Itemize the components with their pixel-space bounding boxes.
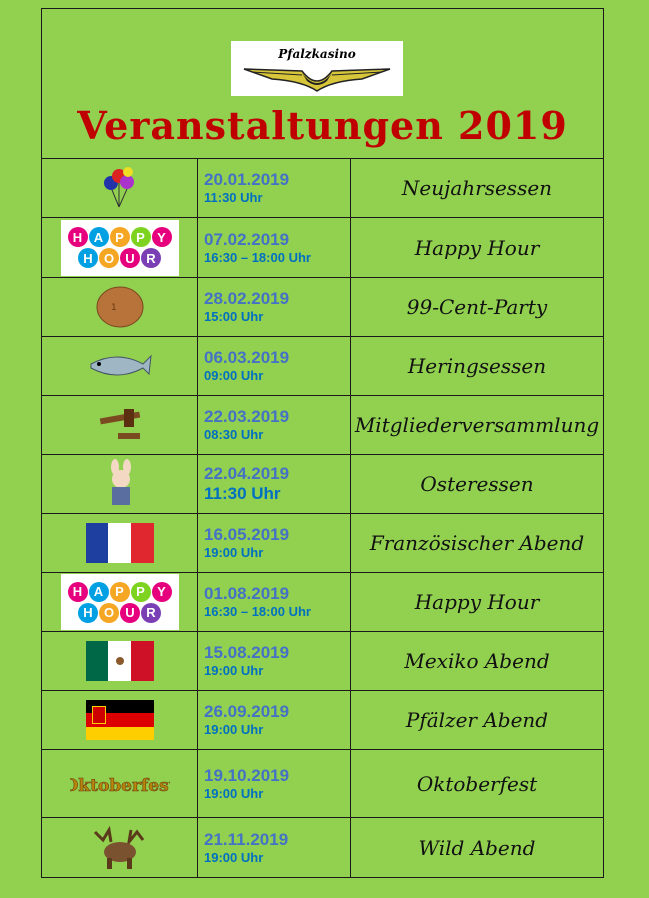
happy-hour-letter: U [120,248,140,268]
event-name: Pfälzer Abend [405,708,549,732]
happy-hour-letter: P [130,581,151,602]
event-time: 09:00 Uhr [204,368,264,383]
moose-icon [42,818,198,877]
event-datetime: 26.09.2019 19:00 Uhr [198,691,351,749]
wings-icon [243,68,391,92]
happy-hour-letter: O [99,248,119,268]
cent-coin-icon: 1 [42,278,198,336]
event-datetime: 21.11.2019 19:00 Uhr [198,818,351,877]
event-name: 99-Cent-Party [406,295,548,319]
oktoberfest-icon: Oktoberfest [42,750,198,817]
event-time: 19:00 Uhr [204,785,264,801]
event-datetime: 22.03.2019 08:30 Uhr [198,396,351,454]
event-date: 22.04.2019 [204,464,290,483]
happy-hour-letter: H [78,248,98,268]
event-datetime: 20.01.2019 11:30 Uhr [198,159,351,217]
happy-hour-letter: P [130,227,151,247]
event-date: 07.02.2019 [204,229,290,249]
happy-hour-letter: P [109,227,130,247]
event-datetime: 01.08.2019 16:30 – 18:00 Uhr [198,573,351,631]
event-datetime: 28.02.2019 15:00 Uhr [198,278,351,336]
gavel-icon [42,396,198,454]
event-name: Mexiko Abend [404,649,550,673]
happy-hour-letter: H [78,602,98,623]
happy-hour-letter: A [88,227,109,247]
event-row: 20.01.2019 11:30 Uhr Neujahrsessen [42,159,603,218]
event-date: 06.03.2019 [204,348,290,367]
event-date: 20.01.2019 [204,170,290,189]
event-name: Neujahrsessen [401,176,553,200]
events-table: Pfalzkasino Veranstaltungen 2019 20.01.2… [41,8,604,878]
rhineland-palatinate-flag-icon [42,691,198,749]
event-row: 22.03.2019 08:30 Uhr Mitgliederversammlung [42,396,603,455]
event-row: 1 28.02.2019 15:00 Uhr 99-Cent-Party [42,278,603,337]
event-date: 21.11.2019 [204,829,289,849]
event-time: 11:30 Uhr [204,190,263,205]
event-time: 16:30 – 18:00 Uhr [204,249,311,265]
event-name: Mitgliederversammlung [354,413,600,437]
event-row: H A P P Y H O U R 07.02.2019 16:30 – 18:00 Uhr Happ… [42,218,603,278]
event-time: 19:00 Uhr [204,545,264,560]
happy-hour-letter: H [67,227,88,247]
event-date: 19.10.2019 [204,765,290,785]
balloons-icon [42,159,198,217]
happy-hour-letter: P [109,581,130,602]
event-row: 06.03.2019 09:00 Uhr Heringsessen [42,337,603,396]
event-datetime: 16.05.2019 19:00 Uhr [198,514,351,572]
event-row: 16.05.2019 19:00 Uhr Französischer Abend [42,514,603,573]
event-date: 15.08.2019 [204,643,290,662]
happy-hour-letter: O [99,602,119,623]
event-date: 01.08.2019 [204,584,290,603]
event-date: 28.02.2019 [204,289,290,308]
event-datetime: 19.10.2019 19:00 Uhr [198,750,351,817]
happy-hour-letter: R [141,248,161,268]
event-name: Oktoberfest [416,771,538,796]
happy-hour-letter: H [67,581,88,602]
event-row: 15.08.2019 19:00 Uhr Mexiko Abend [42,632,603,691]
easter-bunny-icon [42,455,198,513]
happy-hour-letter: Y [151,227,172,247]
event-row: 22.04.2019 11:30 Uhr Osteressen [42,455,603,514]
mexico-flag-icon [42,632,198,690]
event-datetime: 07.02.2019 16:30 – 18:00 Uhr [198,218,351,277]
event-name: Osteressen [420,472,534,496]
event-name: Heringsessen [407,354,547,378]
event-name: Französischer Abend [369,531,585,555]
event-date: 16.05.2019 [204,525,290,544]
herring-icon [42,337,198,395]
event-name: Happy Hour [414,590,540,614]
event-row: 21.11.2019 19:00 Uhr Wild Abend [42,818,603,877]
svg-text:1: 1 [111,303,117,313]
event-time: 19:00 Uhr [204,722,264,737]
event-datetime: 06.03.2019 09:00 Uhr [198,337,351,395]
event-date: 22.03.2019 [204,407,290,426]
event-time: 08:30 Uhr [204,427,264,442]
event-time: 16:30 – 18:00 Uhr [204,604,311,619]
event-date: 26.09.2019 [204,702,290,721]
event-name: Happy Hour [414,235,540,260]
event-datetime: 15.08.2019 19:00 Uhr [198,632,351,690]
france-flag-icon [42,514,198,572]
event-name: Wild Abend [418,835,536,860]
logo-text: Pfalzkasino [278,47,356,61]
happy-hour-letter: U [120,602,140,623]
event-time: 19:00 Uhr [204,663,264,678]
happy-hour-letter: A [88,581,109,602]
event-row: 26.09.2019 19:00 Uhr Pfälzer Abend [42,691,603,750]
header: Pfalzkasino Veranstaltungen 2019 [42,9,603,159]
happy-hour-letter: Y [151,581,172,602]
oktoberfest-logo-text: Oktoberfest [70,776,170,796]
event-row: H A P P Y H O U R 01.08.2019 16:30 – 18:00 Uhr Happ… [42,573,603,632]
event-time: 11:30 Uhr [204,484,281,503]
event-time: 15:00 Uhr [204,309,264,324]
page-title: Veranstaltungen 2019 [77,103,568,148]
event-datetime: 22.04.2019 11:30 Uhr [198,455,351,513]
event-time: 19:00 Uhr [204,849,264,865]
happy-hour-letter: R [141,602,161,623]
pfalzkasino-logo: Pfalzkasino [231,41,403,96]
